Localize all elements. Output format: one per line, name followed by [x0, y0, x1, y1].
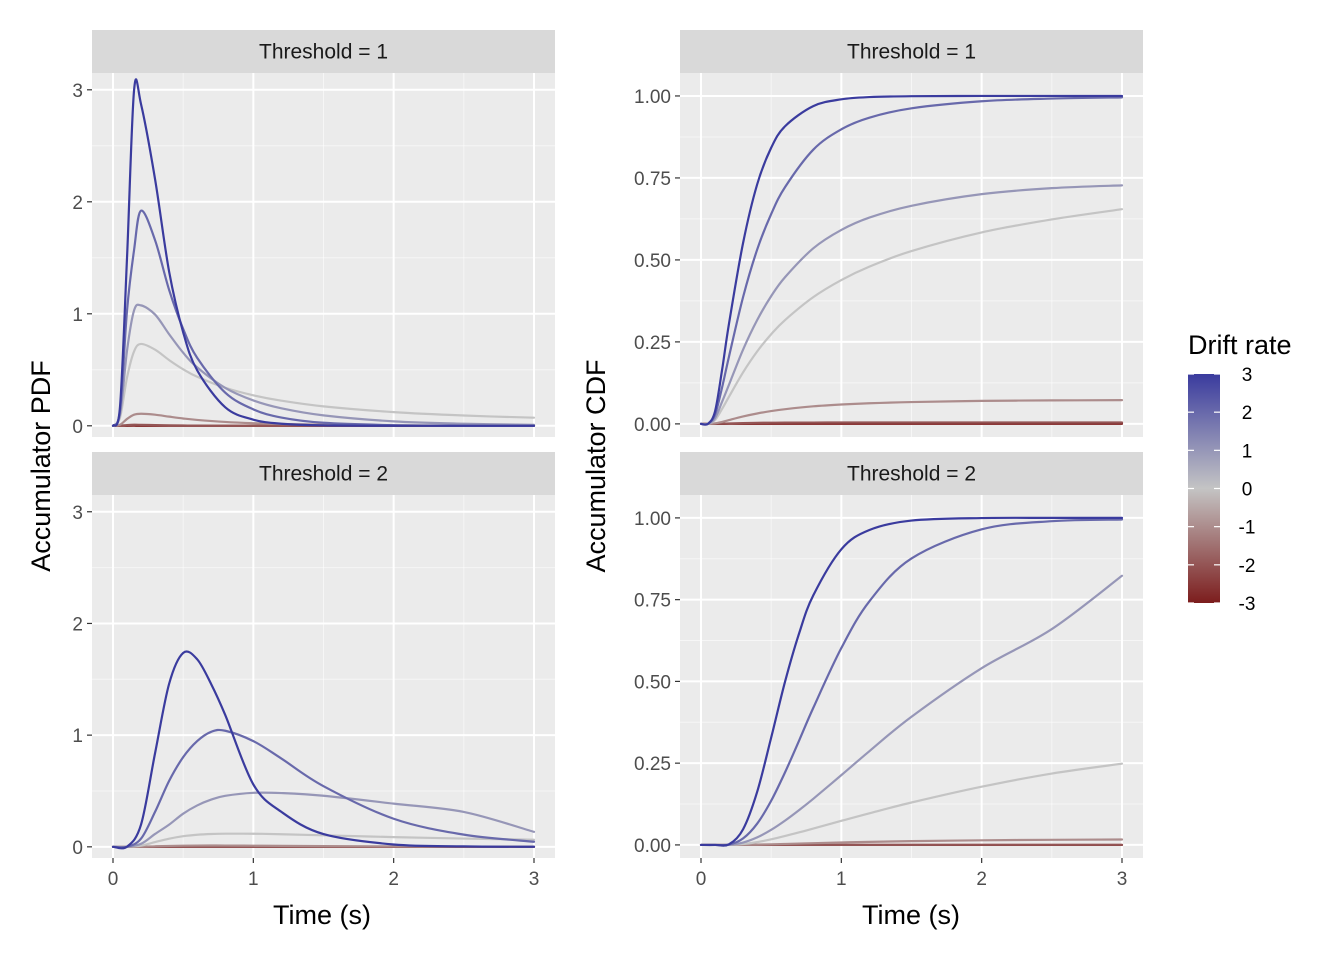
series-line-drift-3	[111, 78, 536, 427]
y-tick-label: 0.25	[634, 333, 671, 354]
legend-label: 1	[1242, 441, 1253, 462]
series-line-drift-1	[111, 303, 536, 427]
series-line-drift--1	[111, 844, 536, 848]
series-group	[111, 650, 536, 850]
y-tick-label: 1.00	[634, 509, 671, 530]
x-tick-label: 1	[836, 869, 847, 890]
series-group	[699, 516, 1124, 847]
series-group	[699, 94, 1124, 426]
y-tick-label: 0.50	[634, 251, 671, 272]
legend-label: -2	[1239, 556, 1256, 577]
legend-label: 3	[1242, 365, 1253, 386]
y-tick-label: 0	[72, 417, 83, 438]
series-group	[111, 78, 536, 427]
series-line-drift-2	[699, 518, 1124, 847]
series-line-drift-2	[699, 96, 1124, 426]
strip-background	[680, 30, 1143, 73]
series-line-drift-0	[111, 342, 536, 427]
legend-label: -3	[1239, 594, 1256, 615]
x-axis-title-right: Time (s)	[862, 900, 960, 930]
strip-background	[92, 30, 555, 73]
x-tick-label: 0	[108, 869, 119, 890]
y-tick-label: 0.75	[634, 591, 671, 612]
x-tick-label: 3	[1117, 869, 1128, 890]
x-axis-title-left: Time (s)	[273, 900, 371, 930]
y-tick-label: 2	[72, 614, 83, 635]
series-line-drift-3	[699, 516, 1124, 847]
y-tick-label: 2	[72, 193, 83, 214]
y-axis-title-pdf: Accumulator PDF	[26, 360, 56, 572]
panel-pdf-threshold-1: Threshold = 1 0 1 2 3	[72, 30, 555, 438]
y-tick-label: 0.00	[634, 836, 671, 857]
legend: Drift rate 3 2 1 0 -1 -2 -3	[1188, 330, 1292, 615]
series-line-drift-1	[111, 791, 536, 849]
legend-label: -1	[1239, 518, 1256, 539]
y-tick-label: 0.50	[634, 672, 671, 693]
y-tick-label: 1	[72, 305, 83, 326]
series-line-drift-1	[699, 574, 1124, 847]
strip-label: Threshold = 2	[259, 463, 388, 486]
x-tick-label: 3	[529, 869, 540, 890]
y-tick-label: 0.25	[634, 754, 671, 775]
series-line-drift--1	[699, 399, 1124, 425]
y-axis-title-cdf: Accumulator CDF	[581, 359, 611, 572]
strip-background	[680, 452, 1143, 495]
x-tick-label: 2	[388, 869, 399, 890]
y-tick-label: 0.00	[634, 415, 671, 436]
series-line-drift-2	[111, 728, 536, 849]
x-tick-label: 2	[976, 869, 987, 890]
series-line-drift-1	[699, 184, 1124, 426]
y-tick-label: 0	[72, 838, 83, 859]
strip-label: Threshold = 1	[259, 41, 388, 64]
legend-label: 0	[1242, 480, 1253, 501]
strip-background	[92, 452, 555, 495]
y-tick-label: 1.00	[634, 87, 671, 108]
legend-title: Drift rate	[1188, 330, 1292, 360]
series-line-drift-3	[111, 650, 536, 850]
panel-pdf-threshold-2: Threshold = 2 0 1 2 3 0 1 2 3	[72, 452, 555, 890]
y-tick-label: 3	[72, 503, 83, 524]
strip-label: Threshold = 2	[847, 463, 976, 486]
x-tick-label: 1	[248, 869, 259, 890]
panel-cdf-threshold-1: Threshold = 1 0.00 0.25 0.50 0.75 1.00	[634, 30, 1143, 437]
y-tick-label: 0.75	[634, 169, 671, 190]
y-tick-label: 3	[72, 81, 83, 102]
series-line-drift-0	[111, 832, 536, 849]
series-line-drift-3	[699, 94, 1124, 426]
series-line-drift-0	[699, 208, 1124, 426]
panels-layer: Threshold = 1 0 1 2 3 Threshold = 1 0.00 0.25 0.…	[72, 30, 1143, 890]
strip-label: Threshold = 1	[847, 41, 976, 64]
x-tick-label: 0	[696, 869, 707, 890]
y-tick-label: 1	[72, 726, 83, 747]
panel-cdf-threshold-2: Threshold = 2 0.00 0.25 0.50 0.75 1.00 0 1 2 3	[634, 452, 1143, 890]
legend-label: 2	[1242, 403, 1253, 424]
